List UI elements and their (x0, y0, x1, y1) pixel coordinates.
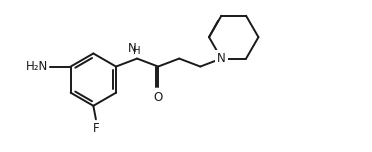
Text: N: N (217, 52, 226, 65)
Text: N: N (217, 52, 226, 65)
Text: N: N (128, 42, 137, 55)
Text: H: H (133, 46, 141, 56)
Text: N: N (217, 52, 226, 65)
Text: H₂N: H₂N (26, 60, 48, 73)
Text: O: O (154, 91, 163, 104)
Text: F: F (93, 122, 99, 135)
